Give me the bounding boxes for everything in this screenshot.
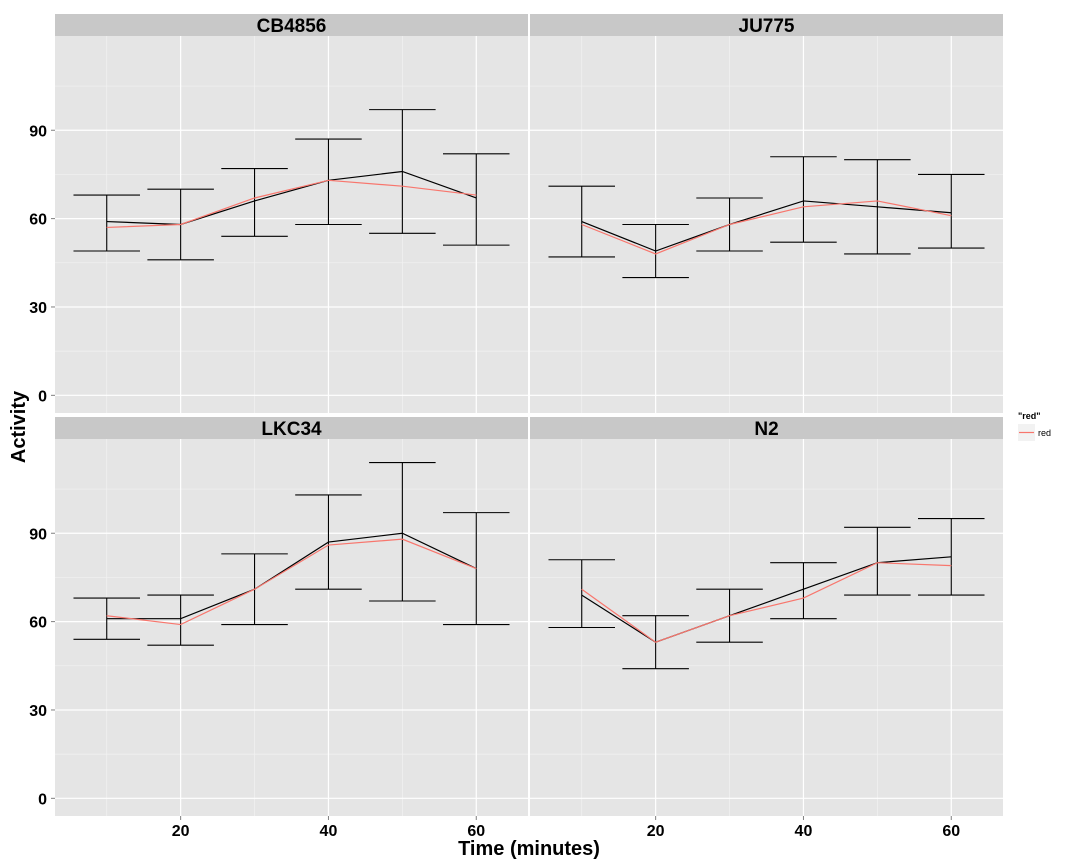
red-series-line bbox=[106, 179, 477, 229]
y-tick-label: 30 bbox=[29, 703, 47, 720]
mean-series-line bbox=[106, 170, 477, 226]
panel-title: LKC34 bbox=[261, 419, 322, 440]
panel-strip bbox=[55, 14, 528, 36]
red-series-line bbox=[581, 562, 952, 643]
x-tick-label: 40 bbox=[795, 823, 813, 840]
panel-background bbox=[530, 36, 1003, 413]
legend-title: "red" bbox=[1018, 411, 1041, 421]
panel-cb4856: CB4856 0 30 60 90 bbox=[29, 14, 528, 413]
y-tick-label: 90 bbox=[29, 526, 47, 543]
red-series-line bbox=[106, 538, 477, 626]
y-tick-label: 60 bbox=[29, 615, 47, 632]
x-tick-label: 20 bbox=[647, 823, 665, 840]
error-bar bbox=[844, 526, 911, 596]
y-tick-label: 90 bbox=[29, 123, 47, 140]
panel-ju775: JU775 bbox=[530, 14, 1003, 413]
mean-series-line bbox=[581, 200, 952, 252]
y-tick-label: 0 bbox=[38, 791, 47, 808]
legend-label-red: red bbox=[1038, 428, 1051, 438]
error-bar bbox=[548, 559, 615, 629]
mean-series-line bbox=[581, 556, 952, 643]
error-bar bbox=[770, 562, 837, 620]
error-bar bbox=[295, 138, 362, 226]
panel-title: CB4856 bbox=[257, 16, 327, 37]
y-tick-label: 60 bbox=[29, 212, 47, 229]
panels-layer: CB4856 0 30 60 90 JU775 LKC34 0 30 60 90 20 40 60 N2 20… bbox=[29, 14, 1003, 840]
panel-strip bbox=[530, 14, 1003, 36]
x-tick-label: 60 bbox=[942, 823, 960, 840]
panel-background bbox=[55, 36, 528, 413]
y-axis-title: Activity bbox=[8, 390, 30, 463]
x-tick-label: 40 bbox=[320, 823, 338, 840]
legend: "red" red bbox=[1018, 411, 1051, 441]
error-bar bbox=[147, 594, 214, 646]
x-axis-title: Time (minutes) bbox=[458, 838, 600, 860]
panel-title: N2 bbox=[754, 419, 778, 440]
error-bar bbox=[369, 462, 436, 602]
error-bar bbox=[770, 156, 837, 243]
error-bar bbox=[443, 153, 510, 246]
panel-lkc34: LKC34 0 30 60 90 20 40 60 bbox=[29, 417, 528, 840]
error-bar bbox=[221, 167, 288, 237]
y-tick-label: 0 bbox=[38, 388, 47, 405]
red-series-line bbox=[581, 200, 952, 255]
y-tick-label: 30 bbox=[29, 300, 47, 317]
mean-series-line bbox=[106, 532, 477, 620]
error-bar bbox=[918, 173, 985, 249]
panel-n2: N2 20 40 60 bbox=[530, 417, 1003, 840]
x-tick-label: 60 bbox=[467, 823, 485, 840]
panel-strip bbox=[530, 417, 1003, 439]
panel-title: JU775 bbox=[739, 16, 795, 37]
panel-background bbox=[55, 439, 528, 816]
error-bar bbox=[73, 194, 140, 252]
panel-strip bbox=[55, 417, 528, 439]
x-tick-label: 20 bbox=[172, 823, 190, 840]
